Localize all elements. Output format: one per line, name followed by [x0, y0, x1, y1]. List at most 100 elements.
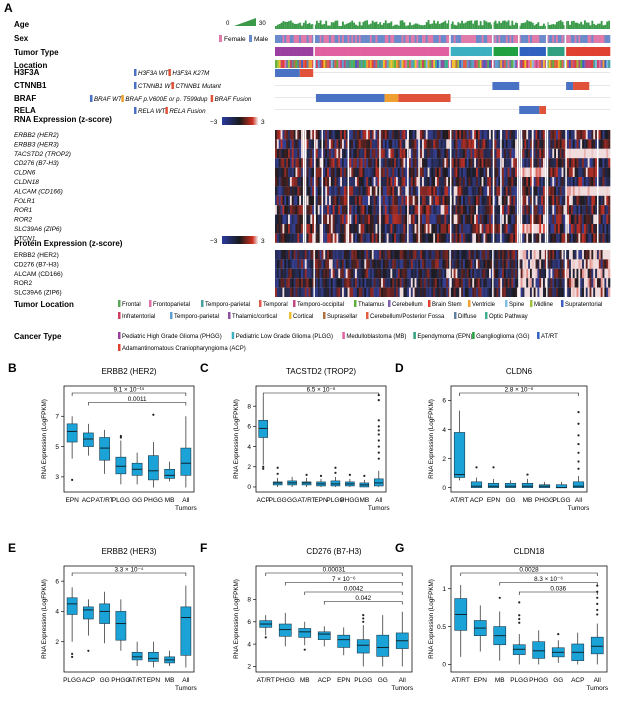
rna-heat-cell	[470, 233, 473, 243]
rna-heat-cell	[550, 148, 553, 159]
rna-heat-cell	[464, 205, 467, 215]
protein-heat-cell	[544, 278, 548, 288]
tumor-type-cell	[293, 47, 296, 56]
rna-heat-cell	[591, 195, 594, 206]
rna-heat-cell	[343, 139, 347, 149]
tumor-type-cell	[483, 47, 486, 56]
rna-heat-cell	[297, 167, 300, 177]
rna-heat-cell	[394, 186, 397, 196]
age-bar	[513, 24, 516, 29]
sex-cell	[299, 35, 302, 43]
protein-heat-cell	[282, 250, 285, 260]
rna-heat-cell	[464, 130, 467, 140]
mutation-track-label: H3F3A	[14, 68, 40, 77]
rna-heat-cell	[409, 233, 412, 243]
rna-heat-cell	[319, 148, 322, 159]
rna-heat-cell	[503, 148, 507, 159]
category-label: GG	[553, 677, 563, 684]
rna-heat-cell	[392, 158, 395, 168]
rna-heat-cell	[585, 186, 588, 196]
outlier-point	[305, 473, 308, 476]
rna-heat-cell	[477, 158, 481, 168]
rna-heat-cell	[308, 139, 311, 149]
rna-heat-cell	[381, 205, 384, 215]
rna-heat-cell	[345, 158, 348, 168]
rna-heat-cell	[345, 205, 348, 215]
protein-heat-cell	[554, 268, 557, 279]
protein-heat-cell	[537, 287, 540, 297]
rna-heat-cell	[585, 130, 588, 140]
rna-heat-cell	[515, 177, 518, 187]
rna-heat-cell	[431, 186, 434, 196]
rna-heat-cell	[431, 139, 434, 149]
rna-heat-cell	[496, 214, 499, 224]
rna-heat-cell	[556, 233, 559, 243]
rna-heat-cell	[295, 130, 298, 140]
protein-heat-cell	[595, 268, 598, 279]
rna-heat-cell	[515, 130, 518, 140]
rna-heat-cell	[572, 130, 575, 140]
rna-heat-cell	[394, 205, 397, 215]
rna-heat-cell	[539, 177, 542, 187]
age-bar	[502, 20, 504, 29]
location-cell	[289, 60, 293, 68]
protein-heat-cell	[412, 268, 415, 279]
age-bar	[375, 21, 378, 29]
rna-heat-cell	[433, 158, 436, 168]
rna-heat-cell	[585, 214, 588, 224]
rna-heat-cell	[343, 177, 347, 187]
plot-frame	[63, 565, 195, 673]
rna-heat-cell	[550, 195, 553, 206]
protein-heat-cell	[474, 268, 477, 279]
plot-frame	[63, 385, 195, 493]
location-cell	[386, 60, 389, 68]
protein-heat-cell	[280, 287, 283, 297]
rna-heat-cell	[336, 139, 339, 149]
protein-heat-cell	[468, 268, 471, 279]
protein-heat-cell	[319, 278, 322, 288]
rna-heat-cell	[580, 195, 583, 206]
protein-heat-cell	[328, 250, 332, 260]
protein-heat-cell	[483, 259, 486, 269]
rna-heat-cell	[448, 158, 451, 168]
rna-heat-cell	[498, 224, 501, 234]
rna-heat-cell	[533, 205, 536, 215]
protein-heat-cell	[412, 259, 415, 269]
protein-heat-cell	[429, 250, 432, 260]
y-tick-label: 8	[247, 403, 251, 410]
rna-heat-cell	[487, 177, 490, 187]
tumor-location-swatch	[366, 312, 369, 319]
outlier-point	[377, 425, 380, 428]
rna-heat-cell	[526, 148, 529, 159]
protein-heat-cell	[379, 268, 382, 279]
rna-heat-cell	[340, 214, 343, 224]
sex-cell	[557, 35, 561, 43]
sex-cell	[479, 35, 482, 43]
rna-heat-cell	[474, 139, 477, 149]
protein-heat-cell	[276, 287, 280, 297]
location-cell	[420, 60, 423, 68]
rna-heat-cell	[312, 186, 315, 196]
protein-heat-cell	[516, 268, 520, 279]
cancer-type-label: Ganglioglioma (GG)	[476, 334, 529, 340]
rna-heat-cell	[342, 177, 345, 187]
rna-heat-cell	[381, 214, 384, 224]
protein-heat-cell	[321, 268, 324, 279]
rna-heat-cell	[275, 158, 278, 168]
protein-heat-cell	[550, 268, 553, 279]
location-cell	[409, 60, 412, 68]
rna-heat-cell	[559, 195, 562, 206]
tumor-type-cell	[349, 47, 352, 56]
protein-heat-cell	[436, 259, 440, 269]
rna-heat-cell	[399, 130, 402, 140]
location-cell	[364, 60, 367, 68]
rna-heat-cell	[572, 195, 575, 206]
outlier-point	[557, 633, 560, 636]
age-bar	[355, 24, 357, 29]
rna-heat-cell	[340, 186, 343, 196]
rna-heat-cell	[427, 158, 430, 168]
mutation-legend-swatch	[134, 82, 137, 89]
protein-heat-cell	[548, 259, 551, 269]
rna-heat-cell	[466, 224, 469, 234]
rna-heat-cell	[477, 195, 481, 206]
